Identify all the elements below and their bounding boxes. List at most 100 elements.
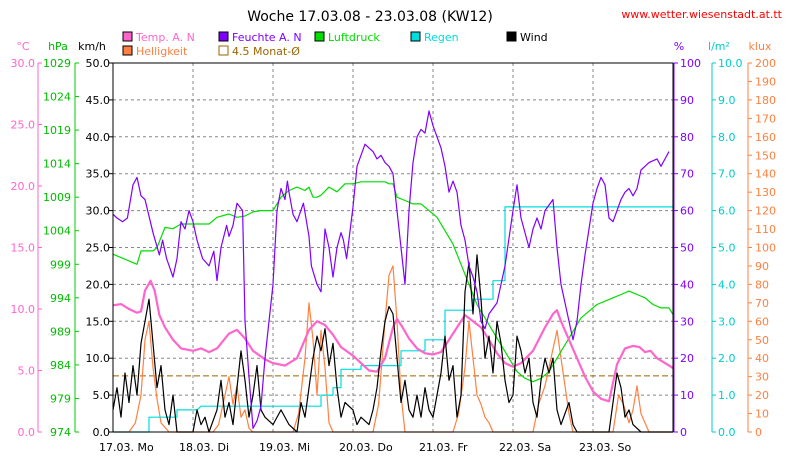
rain-tick-label: 7.0 [718,168,736,181]
legend-label: Helligkeit [136,45,188,58]
light-tick-label: 50 [755,334,769,347]
light-tick-label: 90 [755,260,769,273]
day-labels: 17.03. Mo 18.03. Di 19.03. Mi 20.03. Do 21.0… [99,441,631,454]
pressure-tick-label: 999 [50,258,71,271]
temp-tick-label: 10.0 [11,303,36,316]
wind-tick-label: 15.0 [86,315,111,328]
legend-item: Helligkeit [122,45,188,58]
pressure-tick-label: 989 [50,325,71,338]
grid [113,63,673,432]
day-label: 20.03. Do [339,441,393,454]
light-tick-label: 160 [755,131,776,144]
pressure-tick-label: 984 [50,359,71,372]
legend-item: Wind [506,31,548,44]
pressure-tick-label: 974 [50,426,71,439]
humidity-tick-label: 20 [680,352,694,365]
rain-tick-label: 1.0 [718,389,736,402]
series-temp-a-n [112,279,674,403]
pressure-tick-label: 1024 [43,91,71,104]
wind-tick-label: 10.0 [86,352,111,365]
humidity-tick-label: 90 [680,94,694,107]
day-label: 18.03. Di [179,441,229,454]
wind-unit-label: km/h [78,40,106,53]
legend-label: Temp. A. N [135,31,195,44]
pressure-tick-label: 1019 [43,124,71,137]
legend-item: Temp. A. N [122,31,195,44]
wind-tick-label: 50.0 [86,57,111,70]
light-unit-label: klux [749,40,772,53]
humidity-tick-label: 0 [680,426,687,439]
rain-tick-label: 8.0 [718,131,736,144]
series-regen [113,199,674,433]
legend-label: Wind [520,31,548,44]
legend-swatch [218,45,229,56]
legend-swatch [122,31,133,42]
wind-tick-label: 5.0 [93,389,111,402]
rain-tick-label: 9.0 [718,94,736,107]
pressure-tick-label: 979 [50,392,71,405]
light-tick-label: 200 [755,57,776,70]
temp-tick-label: 25.0 [11,119,36,132]
humidity-tick-label: 70 [680,168,694,181]
light-tick-label: 190 [755,75,776,88]
axes: 30.025.020.015.010.05.00.0°C102910241019… [11,40,777,439]
light-tick-label: 150 [755,149,776,162]
light-tick-label: 80 [755,278,769,291]
day-label: 22.03. Sa [499,441,551,454]
humidity-unit-label: % [674,40,684,53]
rain-tick-label: 6.0 [718,205,736,218]
wind-tick-label: 25.0 [86,242,111,255]
legend-swatch [506,31,517,42]
legend-label: Luftdruck [328,31,380,44]
series-helligkeit [113,265,673,433]
temp-tick-label: 0.0 [18,426,36,439]
light-tick-label: 180 [755,94,776,107]
light-tick-label: 120 [755,205,776,218]
source-url: www.wetter.wiesenstadt.at.tt [621,8,782,21]
temp-tick-label: 30.0 [11,57,36,70]
temp-tick-label: 20.0 [11,180,36,193]
light-tick-label: 0 [755,426,762,439]
pressure-unit-label: hPa [48,40,68,53]
day-label: 23.03. So [579,441,631,454]
rain-tick-label: 3.0 [718,315,736,328]
humidity-tick-label: 100 [680,57,701,70]
rain-tick-label: 10.0 [718,57,743,70]
light-tick-label: 10 [755,408,769,421]
wind-tick-label: 0.0 [93,426,111,439]
wind-tick-label: 40.0 [86,131,111,144]
series-feuchte-a-n [112,110,670,429]
legend-item: 4.5 Monat-Ø [218,45,300,58]
humidity-tick-label: 80 [680,131,694,144]
light-tick-label: 100 [755,242,776,255]
legend-swatch [218,31,229,42]
pressure-tick-label: 1009 [43,191,71,204]
light-tick-label: 20 [755,389,769,402]
legend-label: 4.5 Monat-Ø [232,45,300,58]
legend-label: Feuchte A. N [232,31,302,44]
day-label: 17.03. Mo [99,441,154,454]
wind-tick-label: 35.0 [86,168,111,181]
rain-tick-label: 0.0 [718,426,736,439]
pressure-tick-label: 994 [50,292,71,305]
legend-swatch [410,31,421,42]
series-wind [112,254,673,433]
legend: Temp. A. N Feuchte A. N Luftdruck Regen Wind… [122,31,548,58]
light-tick-label: 110 [755,223,776,236]
humidity-tick-label: 40 [680,278,694,291]
pressure-tick-label: 1029 [43,57,71,70]
light-tick-label: 140 [755,168,776,181]
temp-tick-label: 15.0 [11,242,36,255]
humidity-tick-label: 50 [680,242,694,255]
temp-unit-label: °C [16,40,30,53]
light-tick-label: 30 [755,371,769,384]
light-tick-label: 130 [755,186,776,199]
light-tick-label: 40 [755,352,769,365]
series-luftdruck [112,181,674,383]
pressure-tick-label: 1004 [43,225,71,238]
rain-tick-label: 2.0 [718,352,736,365]
wind-tick-label: 45.0 [86,94,111,107]
light-tick-label: 70 [755,297,769,310]
humidity-tick-label: 60 [680,205,694,218]
